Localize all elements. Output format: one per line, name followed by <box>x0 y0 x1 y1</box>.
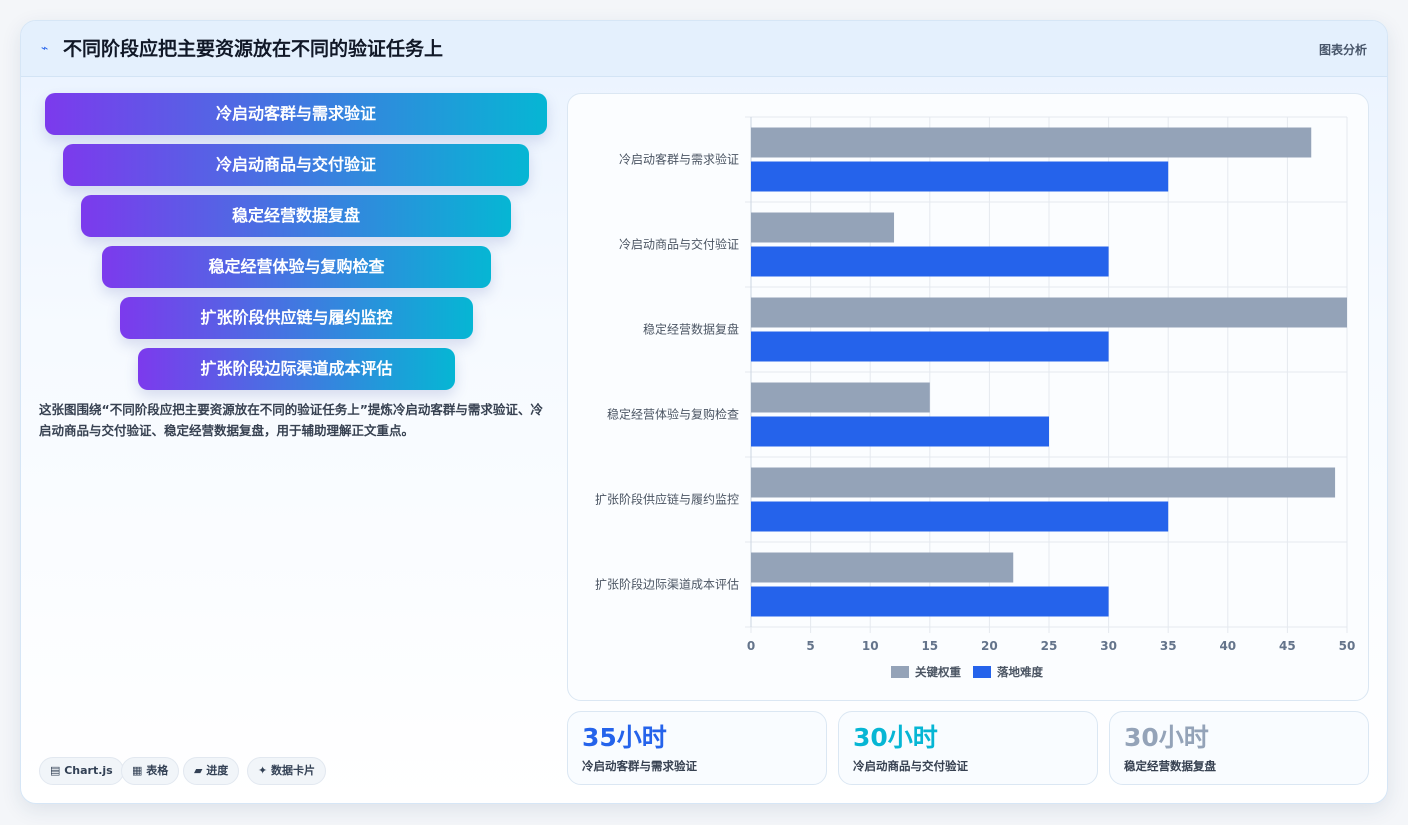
y-tick-label: 稳定经营数据复盘 <box>643 322 739 337</box>
stat-label: 冷启动客群与需求验证 <box>582 759 697 773</box>
x-tick-label: 25 <box>1041 639 1058 653</box>
x-tick-label: 45 <box>1279 639 1296 653</box>
chip-chartjs[interactable]: ▤ Chart.js <box>39 757 124 785</box>
x-tick-label: 0 <box>747 639 755 653</box>
main-card: ⌁ 不同阶段应把主要资源放在不同的验证任务上 图表分析 冷启动客群与需求验证 冷… <box>20 20 1388 804</box>
page-title: 不同阶段应把主要资源放在不同的验证任务上 <box>63 38 444 60</box>
bar-chart: 0 5 10 15 20 25 30 35 40 45 50 冷启动客群与需求验证冷启动商品与交付验证… <box>595 116 1356 679</box>
chart-description: 这张图围绕“不同阶段应把主要资源放在不同的验证任务上”提炼冷启动客群与需求验证、… <box>39 402 543 438</box>
stat-value: 30小时 <box>853 723 938 752</box>
chart-line-icon: ⌁ <box>41 41 49 55</box>
y-tick-label: 稳定经营体验与复购检查 <box>607 407 739 422</box>
bar <box>751 552 1014 583</box>
legend-label: 关键权重 <box>915 665 961 679</box>
funnel-step: 冷启动商品与交付验证 <box>63 144 529 186</box>
x-tick-label: 30 <box>1100 639 1117 653</box>
legend-swatch <box>891 666 909 678</box>
funnel-step: 扩张阶段供应链与履约监控 <box>120 297 473 339</box>
y-tick-label: 冷启动商品与交付验证 <box>619 237 739 252</box>
bar <box>751 501 1169 532</box>
bar <box>751 382 930 413</box>
funnel-step: 扩张阶段边际渠道成本评估 <box>138 348 455 390</box>
chip-progress[interactable]: ▰ 进度 <box>183 757 240 785</box>
x-tick-label: 35 <box>1160 639 1177 653</box>
stat-label: 稳定经营数据复盘 <box>1124 759 1216 773</box>
x-tick-label: 50 <box>1339 639 1356 653</box>
y-tick-label: 冷启动客群与需求验证 <box>619 152 739 167</box>
bar <box>751 127 1312 158</box>
funnel-step: 稳定经营数据复盘 <box>81 195 511 237</box>
x-tick-label: 5 <box>806 639 814 653</box>
y-tick-label: 扩张阶段供应链与履约监控 <box>595 492 739 507</box>
funnel-step: 冷启动客群与需求验证 <box>45 93 547 135</box>
section-tag: 图表分析 <box>1318 43 1367 57</box>
y-tick-label: 扩张阶段边际渠道成本评估 <box>595 577 739 592</box>
stat-label: 冷启动商品与交付验证 <box>853 759 968 773</box>
stat-card: 30小时 稳定经营数据复盘 <box>1109 711 1369 785</box>
funnel-step: 稳定经营体验与复购检查 <box>102 246 491 288</box>
stat-value: 30小时 <box>1124 723 1209 752</box>
bar <box>751 467 1336 498</box>
chart-panel: 0 5 10 15 20 25 30 35 40 45 50 冷启动客群与需求验证 冷启动商品与交付验证… <box>567 93 1369 701</box>
bar <box>751 331 1109 362</box>
bar <box>751 246 1109 277</box>
stat-value: 35小时 <box>582 723 667 752</box>
chip-table[interactable]: ▦ 表格 <box>121 757 180 785</box>
chip-data-card[interactable]: ✦ 数据卡片 <box>247 757 327 785</box>
bar <box>751 161 1169 192</box>
header: ⌁ 不同阶段应把主要资源放在不同的验证任务上 图表分析 <box>21 21 1387 77</box>
bar <box>751 297 1347 328</box>
legend-label: 落地难度 <box>997 665 1043 679</box>
stat-card: 35小时 冷启动客群与需求验证 <box>567 711 827 785</box>
bar <box>751 212 895 243</box>
x-tick-label: 40 <box>1219 639 1236 653</box>
x-tick-label: 15 <box>921 639 938 653</box>
stat-card: 30小时 冷启动商品与交付验证 <box>838 711 1098 785</box>
x-tick-label: 10 <box>862 639 879 653</box>
bar <box>751 586 1109 617</box>
bar <box>751 416 1049 447</box>
x-tick-label: 20 <box>981 639 998 653</box>
legend-swatch <box>973 666 991 678</box>
